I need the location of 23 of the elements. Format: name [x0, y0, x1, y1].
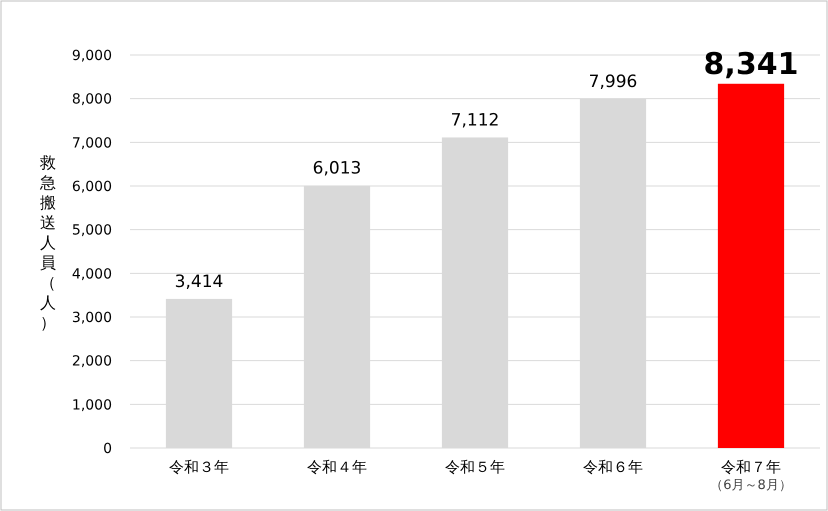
text: （6月～8月）	[710, 478, 792, 493]
x-tick-label: 令和４年	[307, 458, 367, 476]
data-label: 7,996	[588, 72, 638, 92]
y-tick-label: 2,000	[72, 354, 112, 370]
data-label: 7,112	[450, 110, 500, 130]
y-tick-label: 6,000	[72, 179, 112, 195]
text: 救急搬送人員（人）	[40, 153, 56, 332]
y-tick-label: 7,000	[72, 135, 112, 152]
data-label: 3,414	[174, 272, 224, 292]
y-tick-label: 9,000	[72, 48, 112, 64]
y-tick-label: 4,000	[72, 266, 112, 282]
x-tick-label: 令和３年	[169, 458, 229, 476]
y-tick-label: 5,000	[72, 222, 112, 239]
bar	[718, 84, 784, 448]
y-tick-label: 1,000	[72, 397, 112, 414]
y-tick-label: 8,000	[72, 92, 112, 108]
y-tick-label: 3,000	[72, 310, 112, 326]
data-label: 6,013	[312, 158, 362, 178]
x-tick-label: 令和７年	[721, 458, 781, 476]
y-tick-label: 0	[103, 441, 112, 457]
x-tick-label: 令和５年	[445, 458, 505, 476]
x-tick-label: 令和６年	[583, 458, 643, 476]
data-label: 8,341	[704, 46, 798, 82]
